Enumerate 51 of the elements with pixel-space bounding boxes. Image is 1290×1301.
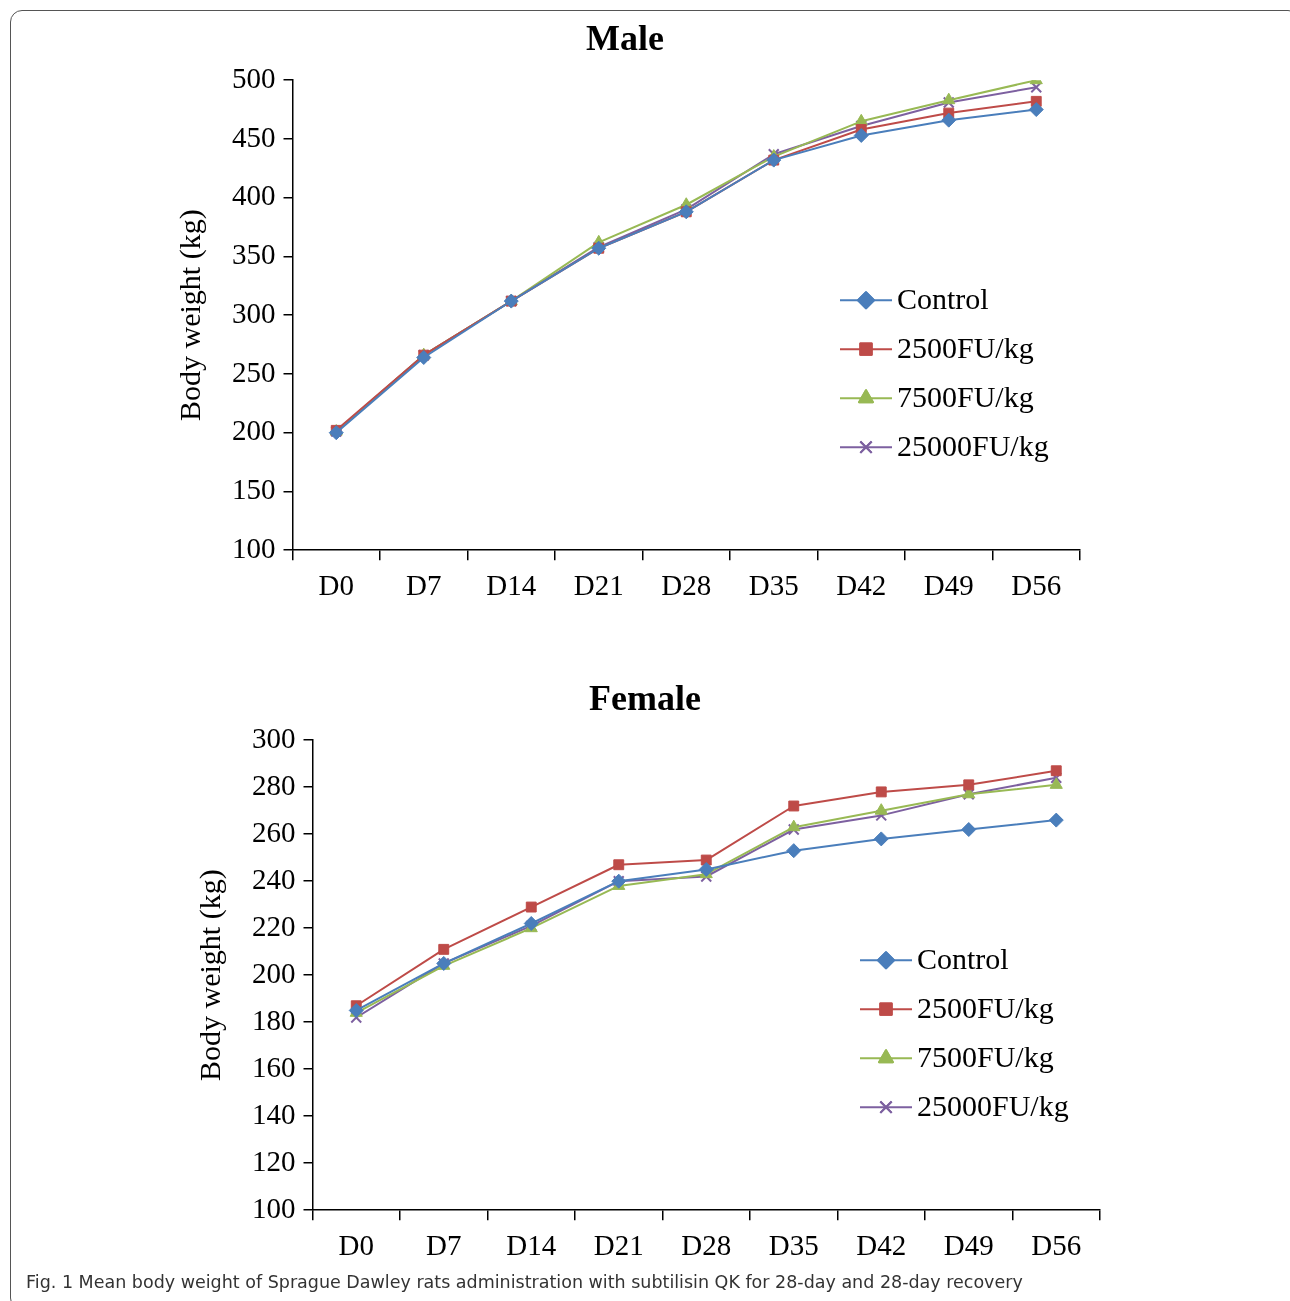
y-tick-label: 350 <box>232 238 276 271</box>
y-axis-title: Body weight (kg) <box>192 869 227 1082</box>
legend-label: 25000FU/kg <box>917 1089 1069 1123</box>
x-tick-label: D42 <box>856 1229 907 1262</box>
legend-label: 7500FU/kg <box>917 1040 1054 1074</box>
legend-label: 25000FU/kg <box>897 429 1049 463</box>
x-tick-label: D0 <box>338 1229 374 1262</box>
y-tick-label: 120 <box>252 1144 296 1177</box>
y-tick-label: 240 <box>252 862 296 895</box>
x-tick-label: D35 <box>768 1229 819 1262</box>
chart-title: Female <box>589 677 701 718</box>
y-tick-label: 100 <box>252 1191 296 1224</box>
x-tick-label: D49 <box>923 569 974 602</box>
y-tick-label: 250 <box>232 355 276 388</box>
legend-label: Control <box>917 942 1009 976</box>
y-tick-label: 300 <box>232 296 276 329</box>
x-tick-label: D7 <box>406 569 442 602</box>
legend-label: Control <box>897 282 989 316</box>
y-tick-label: 400 <box>232 179 276 212</box>
x-tick-label: D21 <box>593 1229 644 1262</box>
legend-label: 2500FU/kg <box>897 331 1034 365</box>
x-tick-label: D56 <box>1011 569 1062 602</box>
x-tick-label: D14 <box>506 1229 557 1262</box>
y-tick-label: 260 <box>252 815 296 848</box>
x-tick-label: D14 <box>486 569 537 602</box>
y-tick-label: 160 <box>252 1050 296 1083</box>
legend-label: 2500FU/kg <box>917 991 1054 1025</box>
y-tick-label: 450 <box>232 120 276 153</box>
caption: Fig. 1 Mean body weight of Sprague Dawley rats administration with subtilisin QK for 28-day and 28-day recovery <box>26 1272 1023 1292</box>
x-tick-label: D49 <box>943 1229 994 1262</box>
legend-label: 7500FU/kg <box>897 380 1034 414</box>
y-tick-label: 200 <box>252 956 296 989</box>
x-tick-label: D28 <box>681 1229 732 1262</box>
y-tick-label: 300 <box>252 721 296 754</box>
chart-title: Male <box>586 17 664 58</box>
y-tick-label: 220 <box>252 909 296 942</box>
x-tick-label: D21 <box>573 569 624 602</box>
x-tick-label: D56 <box>1031 1229 1082 1262</box>
x-tick-label: D7 <box>426 1229 462 1262</box>
y-tick-label: 180 <box>252 1003 296 1036</box>
y-tick-label: 280 <box>252 768 296 801</box>
y-tick-label: 200 <box>232 414 276 447</box>
y-tick-label: 140 <box>252 1097 296 1130</box>
y-tick-label: 500 <box>232 61 276 94</box>
y-tick-label: 150 <box>232 473 276 506</box>
x-tick-label: D28 <box>661 569 712 602</box>
x-tick-label: D0 <box>318 569 354 602</box>
y-tick-label: 100 <box>232 531 276 564</box>
x-tick-label: D35 <box>748 569 799 602</box>
x-tick-label: D42 <box>836 569 887 602</box>
y-axis-title: Body weight (kg) <box>172 209 207 422</box>
